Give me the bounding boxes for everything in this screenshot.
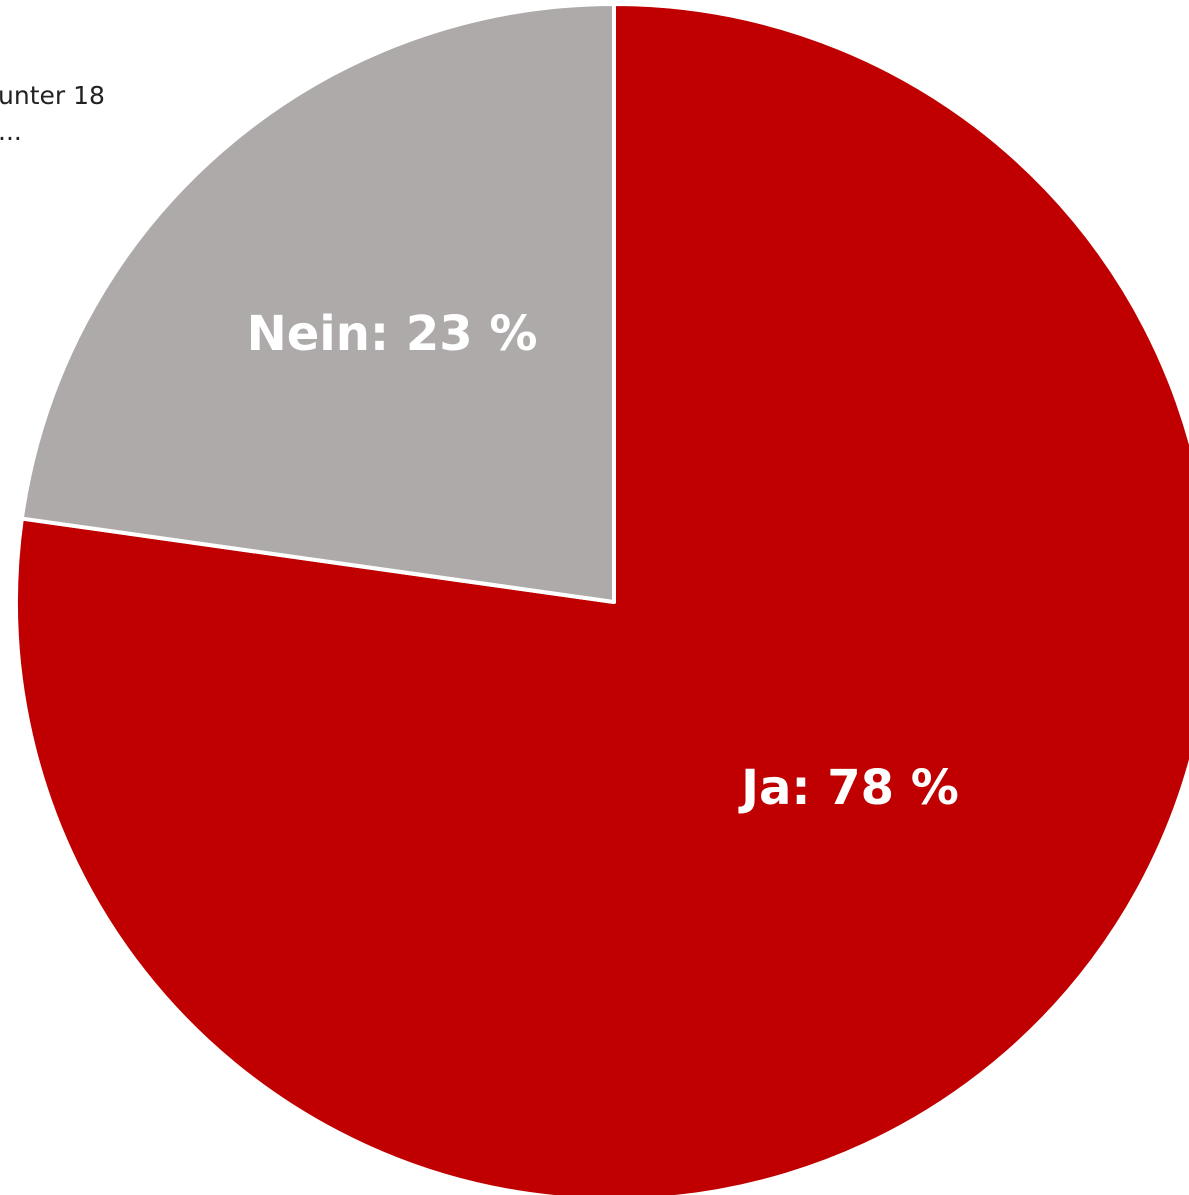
pie-slice-nein <box>19 2 616 604</box>
slice-label-ja: Ja: 78 % <box>738 760 959 816</box>
pie-slices <box>14 2 1189 1195</box>
caption-line-1: unter 18 <box>0 81 105 110</box>
slice-label-nein: Nein: 23 % <box>247 306 538 362</box>
caption-line-2: ... <box>0 117 22 146</box>
pie-slice-ja <box>14 2 1189 1195</box>
